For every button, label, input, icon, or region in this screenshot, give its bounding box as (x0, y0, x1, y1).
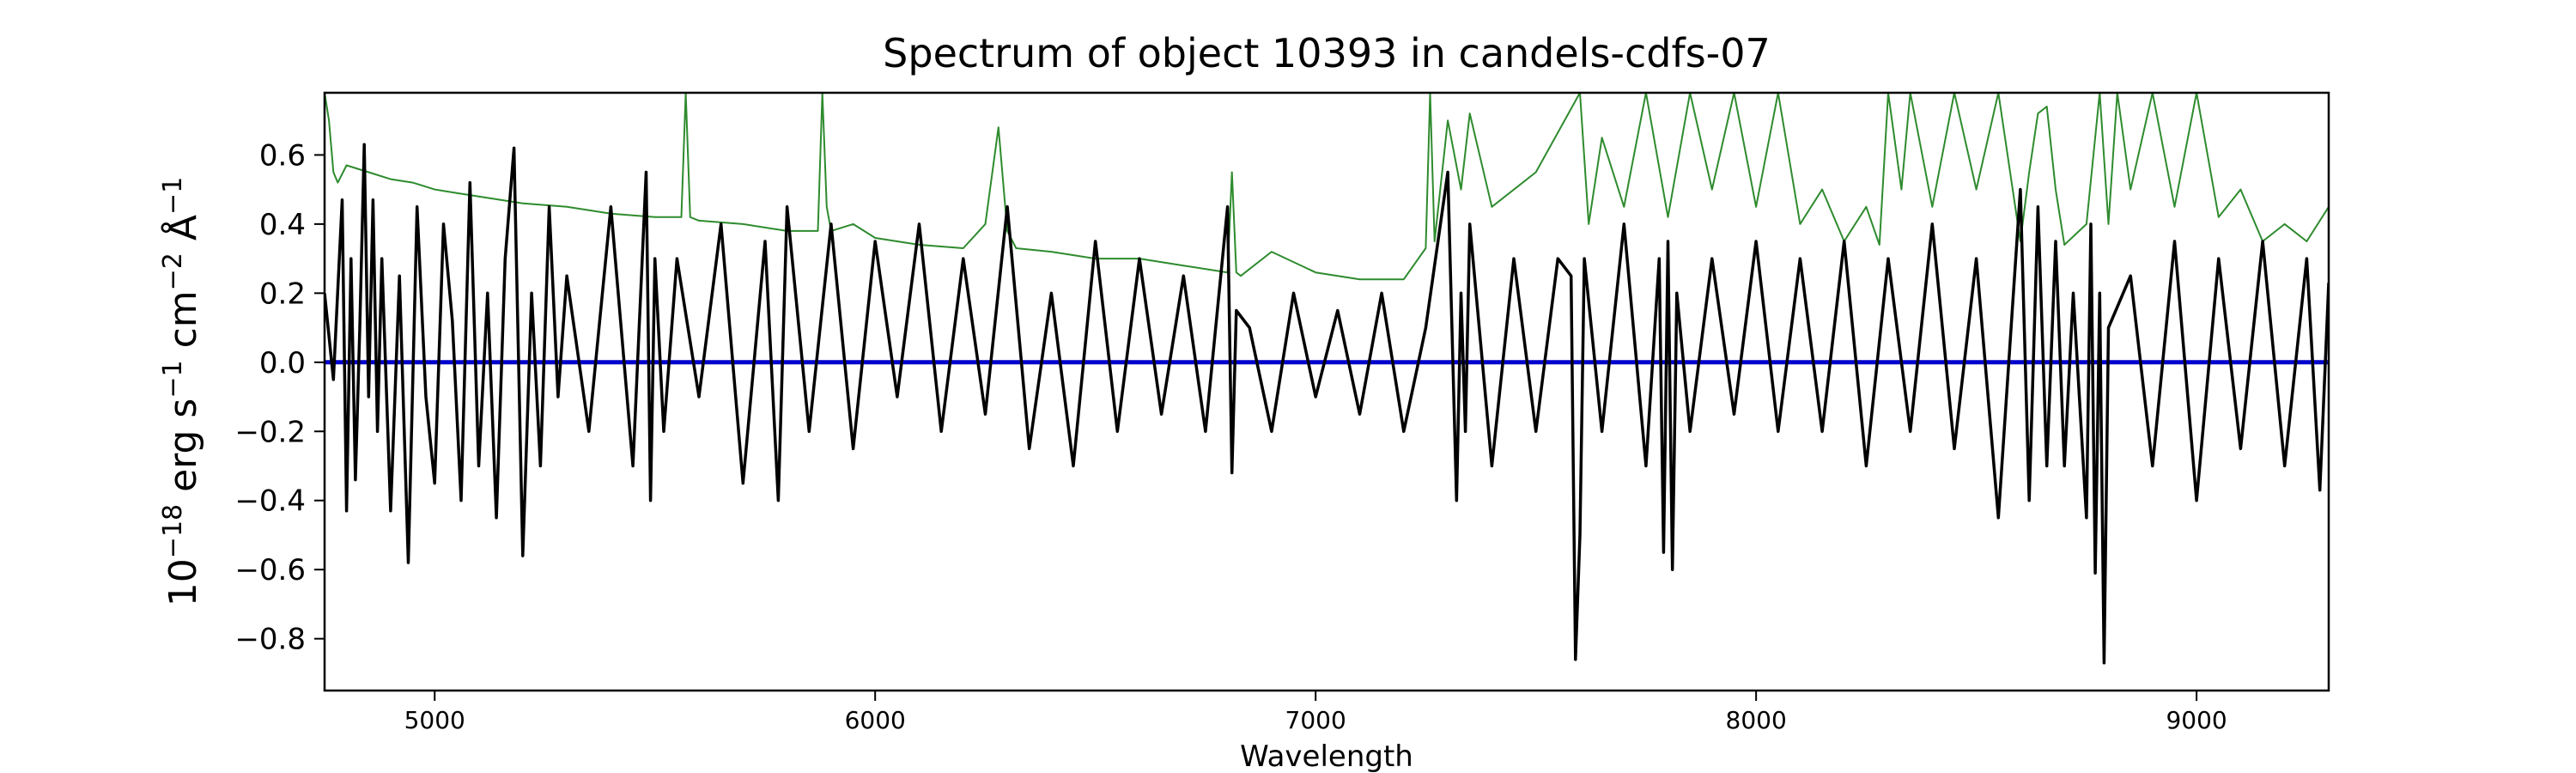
y-tick-label: −0.6 (234, 553, 306, 587)
y-tick-label: 0.4 (259, 208, 306, 242)
x-tick-label: 8000 (1726, 706, 1787, 734)
y-label-exp-4: −1 (158, 177, 188, 215)
plot-area (325, 93, 2329, 665)
noise-series-line (325, 93, 2329, 281)
y-axis-label: 10−18 erg s−1 cm−2 Å−1 (158, 177, 206, 606)
x-axis-ticks: 5000 6000 7000 8000 9000 (404, 691, 2227, 734)
y-label-base: 10 (161, 558, 205, 606)
plot-frame (323, 91, 2330, 692)
y-label-unit-2: cm (161, 290, 205, 360)
y-tick-label: −0.8 (234, 623, 306, 657)
flux-series-line (325, 143, 2329, 665)
y-label-exp-2: −1 (158, 360, 188, 398)
x-tick-label: 9000 (2166, 706, 2227, 734)
y-label-exp-1: −18 (158, 504, 188, 558)
chart-title: Spectrum of object 10393 in candels-cdfs… (883, 30, 1771, 76)
y-tick-label: −0.4 (234, 484, 306, 519)
y-label-unit-3: Å (160, 215, 205, 253)
y-tick-label: 0.0 (259, 346, 306, 380)
x-tick-label: 7000 (1285, 706, 1346, 734)
y-tick-label: −0.2 (234, 415, 306, 449)
x-axis-label: Wavelength (1240, 740, 1413, 773)
y-label-exp-3: −2 (158, 253, 188, 290)
y-tick-label: 0.6 (259, 138, 306, 173)
x-tick-label: 6000 (845, 706, 906, 734)
y-axis-ticks: −0.8 −0.6 −0.4 −0.2 0.0 0.2 0.4 0.6 (234, 138, 325, 657)
y-tick-label: 0.2 (259, 277, 306, 311)
x-tick-label: 5000 (404, 706, 465, 734)
y-label-unit-1: erg s (161, 399, 205, 504)
